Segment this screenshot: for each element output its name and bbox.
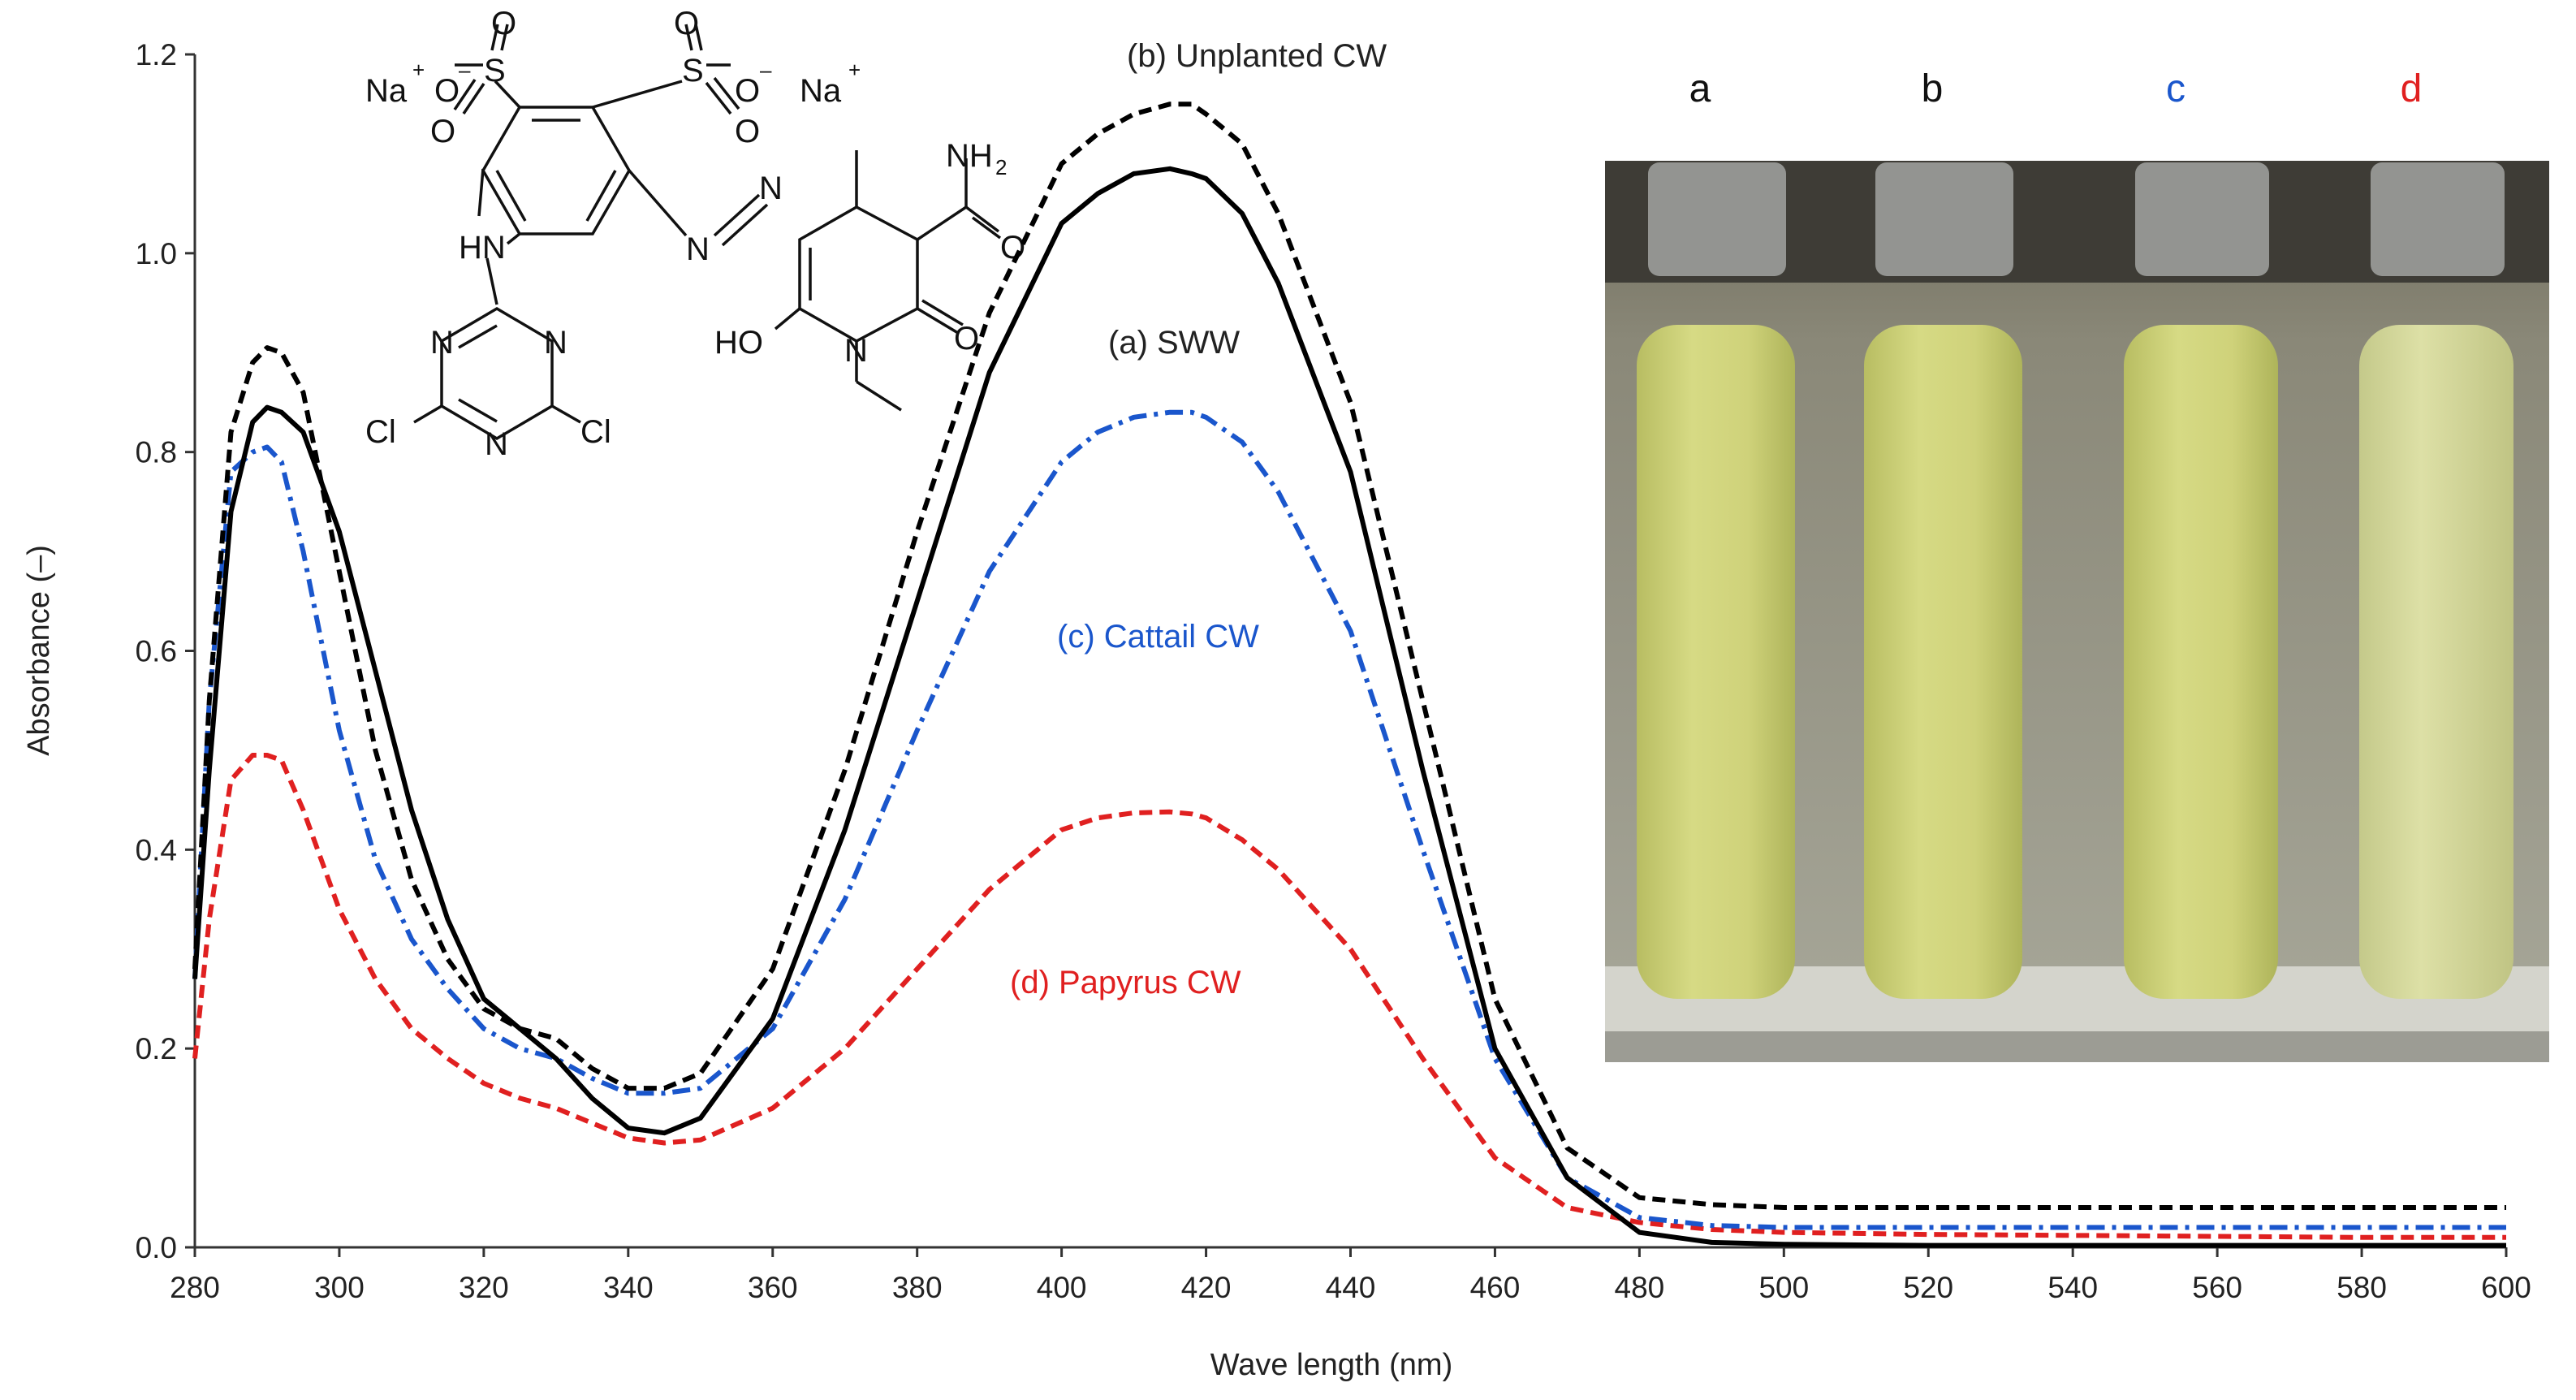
y-tick-label: 0.6	[136, 635, 177, 668]
svg-text:Cl: Cl	[580, 414, 611, 450]
tube-b	[1864, 162, 2022, 999]
svg-text:N: N	[430, 325, 454, 361]
svg-text:N: N	[844, 333, 868, 369]
tube-c	[2124, 162, 2278, 999]
dye-chemical-structure	[413, 24, 1002, 441]
x-tick-label: 580	[2337, 1271, 2387, 1304]
series-line-cattail-cw	[192, 409, 2506, 1230]
series-label-sww: (a) SWW	[1108, 325, 1240, 361]
x-tick-label: 340	[603, 1271, 654, 1304]
x-tick-label: 420	[1181, 1271, 1232, 1304]
x-tick-label: 320	[459, 1271, 509, 1304]
series-line-papyrus-cw	[192, 753, 2506, 1240]
series-line-unplanted-cw	[192, 102, 2506, 1210]
series-lines	[192, 102, 2506, 1248]
x-tick-label: 540	[2047, 1271, 2098, 1304]
svg-text:Na: Na	[800, 73, 842, 109]
svg-text:N: N	[686, 231, 710, 267]
svg-text:N: N	[544, 325, 567, 361]
svg-text:O: O	[735, 114, 760, 149]
svg-text:O: O	[430, 114, 455, 149]
x-tick-label: 380	[892, 1271, 943, 1304]
svg-text:S: S	[682, 53, 704, 89]
x-tick-labels: 280 300 320 340 360 380 400 420 440 460 480 500 520 5…	[170, 1247, 2531, 1304]
dye-structure-atoms: Na + O – S O O S O O – Na + O NH 2 O HN …	[365, 6, 1025, 462]
y-axis-title: Absorbance (–)	[22, 545, 56, 756]
x-tick-label: 360	[748, 1271, 798, 1304]
x-tick-label: 480	[1615, 1271, 1665, 1304]
svg-text:HN: HN	[459, 230, 506, 266]
tube-labels: a b c d	[1689, 67, 2423, 110]
tube-label-a: a	[1689, 67, 1711, 110]
svg-text:Cl: Cl	[365, 414, 396, 450]
svg-text:2: 2	[995, 155, 1007, 179]
svg-text:O: O	[491, 6, 516, 41]
svg-text:O: O	[674, 6, 699, 41]
series-labels: (a) SWW (b) Unplanted CW (c) Cattail CW …	[1010, 38, 1387, 1000]
svg-text:+: +	[412, 58, 425, 82]
x-tick-label: 500	[1758, 1271, 1809, 1304]
svg-text:Na: Na	[365, 73, 408, 109]
svg-text:–: –	[760, 58, 772, 82]
series-label-unplanted: (b) Unplanted CW	[1127, 38, 1387, 74]
test-tube-photo	[1605, 161, 2549, 1062]
series-label-papyrus: (d) Papyrus CW	[1010, 965, 1241, 1000]
y-tick-label: 0.8	[136, 436, 177, 469]
x-axis-title: Wave length (nm)	[1210, 1348, 1452, 1382]
x-tick-label: 600	[2481, 1271, 2531, 1304]
tube-label-b: b	[1922, 67, 1944, 110]
x-tick-label: 440	[1326, 1271, 1376, 1304]
x-tick-label: 280	[170, 1271, 220, 1304]
svg-text:O: O	[735, 73, 760, 109]
svg-text:+: +	[848, 58, 861, 82]
y-tick-label: 0.2	[136, 1032, 177, 1065]
y-tick-label: 1.0	[136, 237, 177, 270]
svg-text:O: O	[434, 73, 460, 109]
x-tick-label: 560	[2192, 1271, 2242, 1304]
svg-text:S: S	[484, 53, 506, 89]
tube-label-d: d	[2401, 67, 2423, 110]
y-tick-label: 0.0	[136, 1231, 177, 1264]
svg-text:–: –	[459, 58, 471, 82]
y-tick-labels: 0.0 0.2 0.4 0.6 0.8 1.0 1.2	[136, 38, 195, 1264]
series-line-sww	[192, 166, 2506, 1248]
x-tick-label: 400	[1037, 1271, 1087, 1304]
svg-text:N: N	[485, 426, 508, 462]
y-tick-label: 1.2	[136, 38, 177, 71]
svg-text:N: N	[759, 171, 783, 206]
svg-text:HO: HO	[714, 325, 763, 361]
svg-text:NH: NH	[946, 138, 993, 174]
tube-d	[2359, 162, 2513, 999]
x-tick-label: 460	[1470, 1271, 1521, 1304]
tube-a	[1637, 162, 1795, 999]
series-label-cattail: (c) Cattail CW	[1057, 619, 1259, 655]
x-tick-label: 520	[1903, 1271, 1953, 1304]
y-tick-label: 0.4	[136, 833, 177, 866]
tube-label-c: c	[2166, 67, 2186, 110]
x-tick-label: 300	[314, 1271, 365, 1304]
